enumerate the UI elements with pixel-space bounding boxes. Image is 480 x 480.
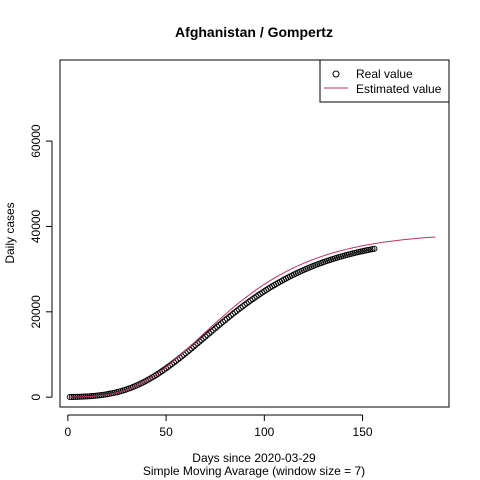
data-point — [227, 312, 234, 319]
chart-title: Afghanistan / Gompertz — [175, 24, 333, 40]
data-point — [225, 313, 233, 321]
plot-frame — [59, 59, 450, 408]
data-point — [208, 328, 215, 335]
data-point — [202, 333, 209, 340]
x-tick-label: 50 — [159, 425, 173, 439]
x-tick-label: 100 — [254, 425, 274, 439]
data-point — [192, 341, 199, 349]
x-axis-label: Days since 2020-03-29 — [192, 451, 316, 465]
data-layer — [66, 236, 436, 401]
data-point — [214, 323, 221, 330]
legend-label-estimated: Estimated value — [356, 82, 442, 96]
axes-layer: 0 50 100 150 0 20000 40000 60000 — [29, 124, 373, 439]
data-point — [198, 336, 205, 344]
data-point — [200, 335, 207, 342]
legend-label-real: Real value — [356, 67, 413, 81]
y-tick-label: 20000 — [29, 295, 43, 329]
data-point — [210, 326, 217, 334]
data-point — [212, 325, 219, 332]
data-point — [218, 320, 225, 327]
y-tick-label: 0 — [29, 394, 43, 401]
data-point — [216, 322, 223, 329]
y-tick-label: 40000 — [29, 209, 43, 243]
data-point — [194, 340, 201, 347]
data-point — [206, 330, 213, 337]
data-point — [190, 343, 197, 350]
data-point — [204, 331, 211, 339]
data-point — [196, 338, 203, 345]
legend-box — [319, 59, 450, 103]
y-tick-label: 60000 — [29, 124, 43, 158]
data-point — [371, 245, 378, 252]
x-tick-label: 0 — [65, 425, 72, 439]
legend: Real value Estimated value — [319, 59, 450, 103]
data-point — [221, 317, 229, 324]
data-point — [223, 315, 231, 322]
legend-marker-real — [332, 70, 340, 78]
data-point — [188, 345, 195, 352]
x-tick-label: 150 — [353, 425, 373, 439]
data-point — [220, 318, 227, 325]
data-point — [233, 307, 240, 314]
estimated-line — [69, 236, 436, 398]
y-axis-label: Daily cases — [3, 202, 17, 263]
x-axis-sublabel: Simple Moving Avarage (window size = 7) — [143, 464, 365, 478]
data-point — [229, 310, 236, 317]
